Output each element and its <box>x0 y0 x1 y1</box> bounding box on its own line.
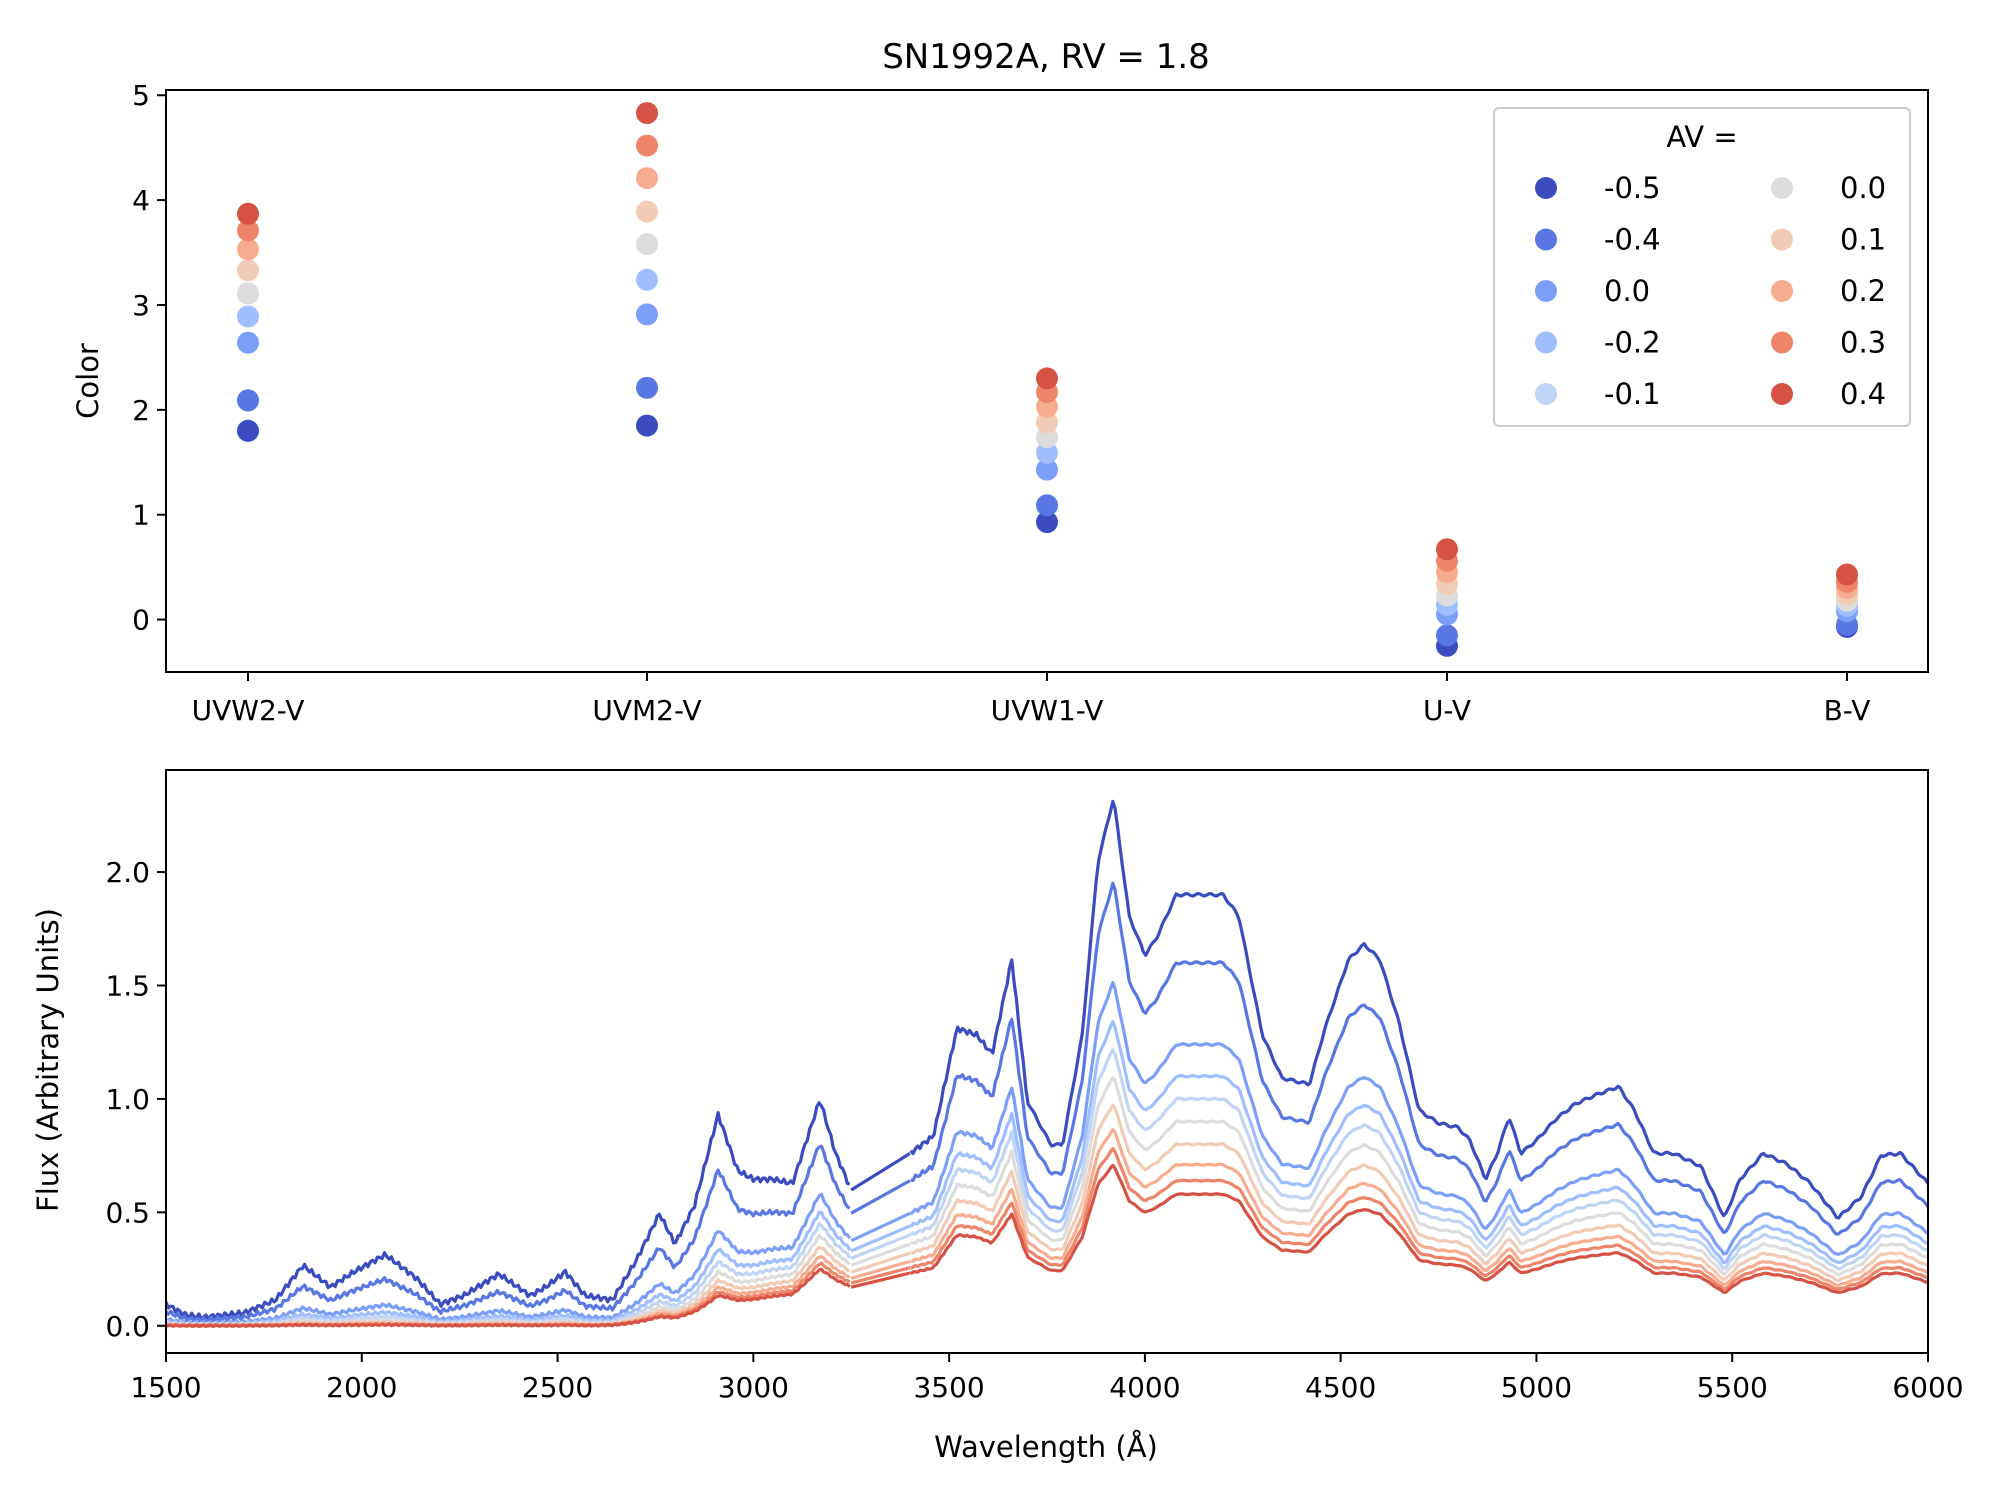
legend-marker <box>1771 383 1793 405</box>
y-tick-label: 4 <box>132 184 150 217</box>
legend-marker <box>1535 331 1557 354</box>
y-tick-label: 0.0 <box>105 1310 150 1343</box>
scatter-point <box>237 282 259 305</box>
scatter-point <box>237 305 259 328</box>
legend: AV = -0.5 -0.4 0.0 -0.2 -0.1 0.0 0.1 0.2 0.3 0.4 <box>1493 107 1911 427</box>
legend-label: 0.3 <box>1840 326 1886 360</box>
scatter-point <box>636 134 658 157</box>
scatter-point <box>237 419 259 442</box>
flux-spectrum-panel: 0.0 0.5 1.0 1.5 2.0 1500 2000 2500 3000 3500 4000… <box>31 769 1964 1464</box>
y-tick-label: 2 <box>132 394 150 427</box>
legend-label: 0.1 <box>1840 223 1886 257</box>
y-tick-label: 5 <box>132 79 150 112</box>
scatter-point <box>1836 563 1858 586</box>
scatter-point <box>237 259 259 282</box>
x-tick-label: 4000 <box>1109 1371 1180 1404</box>
scatter-point <box>1436 624 1458 647</box>
scatter-point <box>1036 458 1058 481</box>
legend-marker <box>1771 228 1793 251</box>
x-tick-label: 2500 <box>522 1371 593 1404</box>
scatter-point <box>636 414 658 437</box>
legend-entries: -0.5 -0.4 0.0 -0.2 -0.1 0.0 0.1 0.2 0.3 0.4 <box>1535 171 1886 411</box>
x-tick-label: 5000 <box>1501 1371 1572 1404</box>
scatter-point <box>636 167 658 190</box>
x-tick-label: B-V <box>1824 694 1871 727</box>
x-tick-label: 5500 <box>1697 1371 1768 1404</box>
y-tick-label: 1 <box>132 499 150 532</box>
top-y-axis-label: Color <box>71 343 105 419</box>
x-tick-label: UVW2-V <box>192 694 305 727</box>
scatter-point <box>237 331 259 354</box>
legend-label: 0.4 <box>1840 377 1886 411</box>
top-x-axis: UVW2-V UVM2-V UVW1-V U-V B-V <box>192 672 1871 727</box>
x-tick-label: UVM2-V <box>592 694 701 727</box>
spectrum-line <box>166 881 1928 1324</box>
spectrum-line <box>166 980 1928 1327</box>
legend-marker <box>1771 331 1793 354</box>
y-tick-label: 2.0 <box>105 856 150 889</box>
bottom-y-axis: 0.0 0.5 1.0 1.5 2.0 <box>105 856 166 1343</box>
y-tick-label: 1.0 <box>105 1083 150 1116</box>
legend-label: 0.2 <box>1840 274 1886 308</box>
x-tick-label: U-V <box>1423 694 1471 727</box>
legend-marker <box>1771 280 1793 302</box>
scatter-point <box>1036 441 1058 464</box>
scatter-point <box>1036 367 1058 390</box>
spectrum-line <box>166 1163 1928 1328</box>
scatter-point <box>1036 411 1058 434</box>
legend-marker <box>1771 177 1793 199</box>
x-tick-label: 1500 <box>130 1371 201 1404</box>
chart-title: SN1992A, RV = 1.8 <box>882 37 1210 77</box>
scatter-point <box>636 233 658 256</box>
legend-frame <box>1493 107 1911 427</box>
legend-title: AV = <box>1666 120 1737 154</box>
scatter-point <box>636 102 658 125</box>
legend-label: 0.0 <box>1604 274 1650 308</box>
scatter-point <box>237 238 259 261</box>
top-y-axis: 0 1 2 3 4 5 <box>132 79 166 637</box>
scatter-points <box>237 102 1858 657</box>
legend-label: -0.5 <box>1604 171 1661 205</box>
x-tick-label: 6000 <box>1892 1371 1963 1404</box>
spectrum-line <box>166 799 1928 1321</box>
x-tick-label: 4500 <box>1305 1371 1376 1404</box>
x-tick-label: UVW1-V <box>991 694 1104 727</box>
y-tick-label: 3 <box>132 289 150 322</box>
y-tick-label: 0 <box>132 604 150 637</box>
x-tick-label: 2000 <box>326 1371 397 1404</box>
scatter-point <box>636 376 658 399</box>
y-tick-label: 1.5 <box>105 970 150 1003</box>
bottom-plot-frame <box>165 769 1929 1354</box>
legend-marker <box>1535 280 1557 302</box>
legend-label: -0.1 <box>1604 377 1661 411</box>
x-tick-label: 3500 <box>913 1371 984 1404</box>
scatter-point <box>636 303 658 326</box>
bottom-y-axis-label: Flux (Arbitrary Units) <box>31 908 65 1212</box>
spectrum-lines <box>166 799 1928 1329</box>
bottom-x-axis: 1500 2000 2500 3000 3500 4000 4500 5000 5500 6000 <box>130 1353 1964 1404</box>
legend-label: -0.4 <box>1604 223 1661 257</box>
scatter-point <box>237 219 259 242</box>
legend-marker <box>1535 383 1557 405</box>
scatter-point <box>1036 494 1058 517</box>
legend-marker <box>1535 228 1557 251</box>
legend-label: 0.0 <box>1840 171 1886 205</box>
bottom-x-axis-label: Wavelength (Å) <box>934 1430 1158 1464</box>
x-tick-label: 3000 <box>718 1371 789 1404</box>
scatter-point <box>1436 538 1458 561</box>
scatter-point <box>237 389 259 412</box>
y-tick-label: 0.5 <box>105 1196 150 1229</box>
scatter-point <box>237 202 259 225</box>
scatter-point <box>636 268 658 291</box>
color-scatter-panel: 0 1 2 3 4 5 UVW2-V UVM2-V UVW1-V U-V B-V Color AV… <box>71 79 1929 727</box>
scatter-point <box>636 200 658 223</box>
legend-marker <box>1535 177 1557 199</box>
scatter-point <box>1036 511 1058 534</box>
legend-label: -0.2 <box>1604 326 1661 360</box>
